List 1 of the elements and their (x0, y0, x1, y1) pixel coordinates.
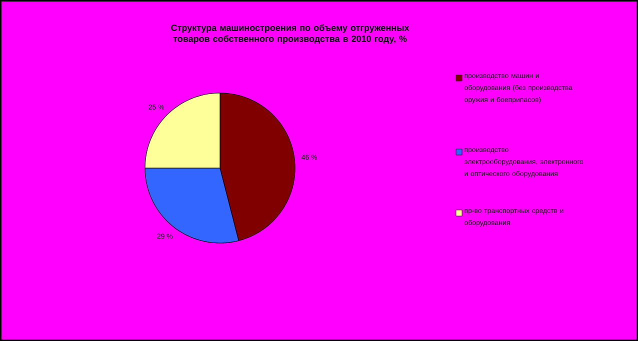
chart-title: Структура машиностроения по объему отгруженных товаров собственного производства в 2010 году, % (171, 24, 410, 44)
